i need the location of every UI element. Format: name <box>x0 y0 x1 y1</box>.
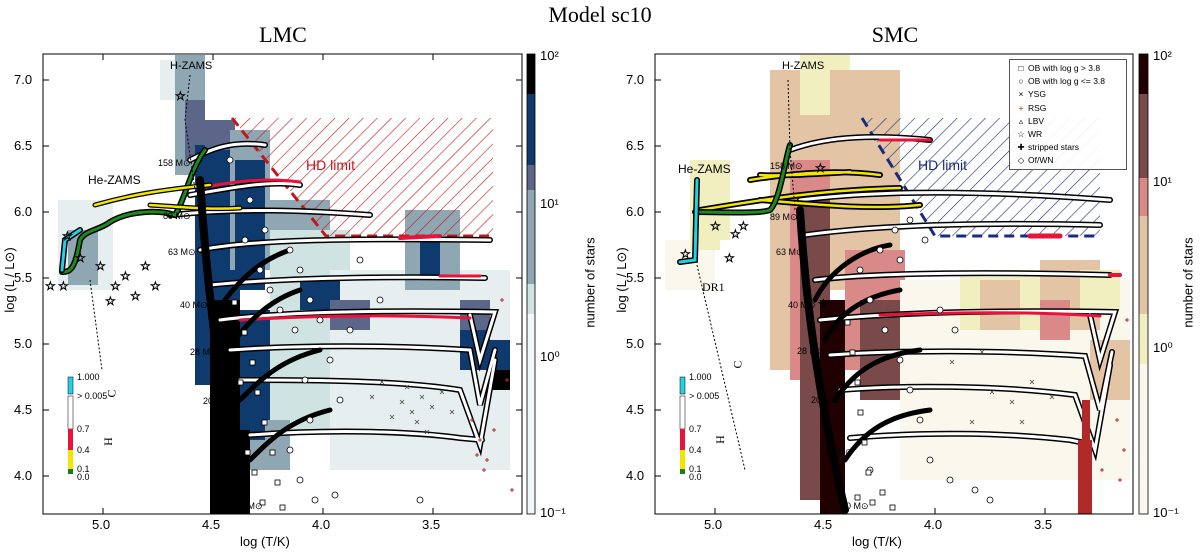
svg-text:☆: ☆ <box>738 219 749 233</box>
svg-text:☆: ☆ <box>818 297 829 311</box>
lmc-colorbar <box>526 53 536 515</box>
svg-text:☆: ☆ <box>710 219 721 233</box>
lmc-frame <box>42 53 523 515</box>
lmc-scatter: ☆☆ ☆☆ ☆☆ ☆☆ ☆☆ ☆☆ <box>45 89 514 511</box>
svg-text:☆: ☆ <box>175 89 186 103</box>
svg-text:☆: ☆ <box>730 227 741 241</box>
smc-axis-ticks <box>655 79 1046 514</box>
svg-text:☆: ☆ <box>120 269 131 283</box>
svg-text:☆: ☆ <box>815 161 826 175</box>
lmc-tracks <box>59 140 500 514</box>
svg-text:☆: ☆ <box>58 279 69 293</box>
lmc-panel: ☆☆ ☆☆ ☆☆ ☆☆ ☆☆ ☆☆ <box>45 55 514 514</box>
svg-text:☆: ☆ <box>95 259 106 273</box>
smc-colorbar <box>1138 53 1149 515</box>
panel-title-lmc: LMC <box>259 22 307 47</box>
svg-text:☆: ☆ <box>110 279 121 293</box>
he-zams-line-smc <box>696 264 746 471</box>
hd-limit-region-lmc <box>232 118 493 236</box>
svg-text:☆: ☆ <box>62 229 73 243</box>
smc-composition-bar <box>679 376 686 474</box>
svg-text:☆: ☆ <box>680 247 691 261</box>
svg-text:☆: ☆ <box>140 259 151 273</box>
svg-text:☆: ☆ <box>105 294 116 308</box>
lmc-axis-ticks <box>43 54 522 514</box>
svg-text:☆: ☆ <box>75 251 86 265</box>
h-zams-line-lmc <box>184 74 196 191</box>
smc-panel: ☆☆ ☆☆ ☆☆ ☆ <box>665 55 1130 514</box>
svg-text:☆: ☆ <box>45 279 56 293</box>
lmc-composition-bar <box>67 376 74 474</box>
panel-title-smc: SMC <box>871 22 919 47</box>
smc-scatter: ☆☆ ☆☆ ☆☆ ☆ <box>680 161 1129 514</box>
figure-title: Model sc10 <box>548 2 652 27</box>
svg-text:☆: ☆ <box>724 251 735 265</box>
svg-text:☆: ☆ <box>150 279 161 293</box>
smc-frame <box>654 53 1134 515</box>
he-zams-line-lmc <box>89 279 103 371</box>
smc-tracks <box>677 134 1122 514</box>
lmc-heatmap <box>58 55 510 514</box>
svg-text:☆: ☆ <box>130 289 141 303</box>
